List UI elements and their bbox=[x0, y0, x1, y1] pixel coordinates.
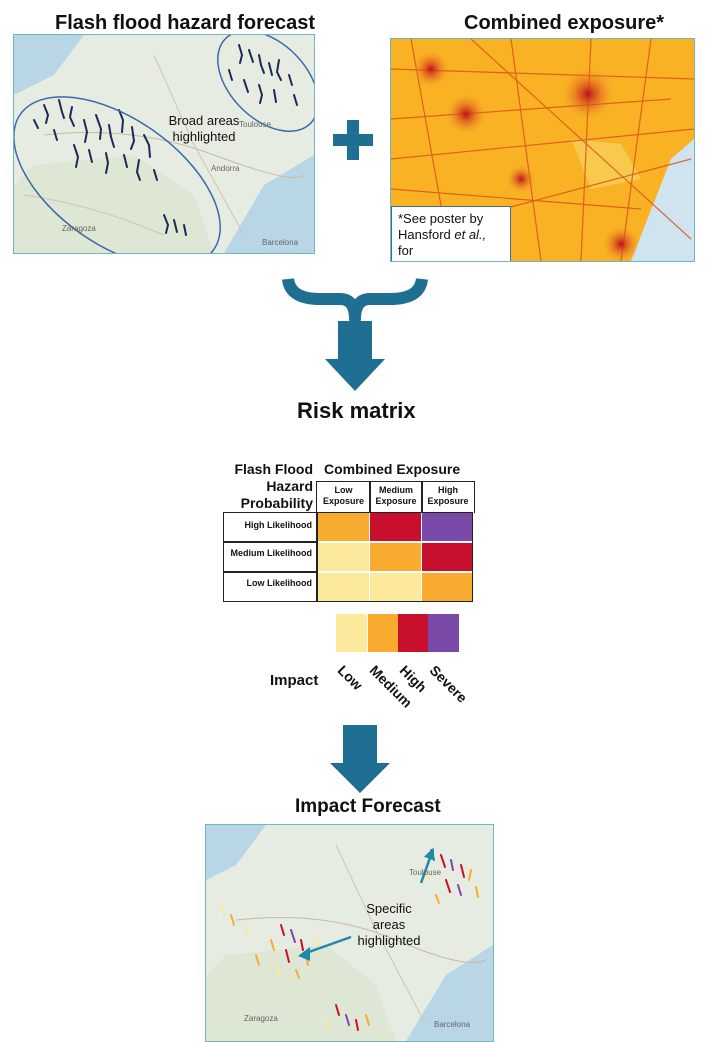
row-label-divider bbox=[316, 512, 318, 602]
place-andorra: Andorra bbox=[211, 164, 240, 173]
matrix-grid bbox=[223, 512, 473, 602]
matrix-cell bbox=[318, 573, 369, 601]
exposure-note: *See poster by Hansford et al., for meth… bbox=[391, 206, 511, 261]
matrix-cell bbox=[370, 543, 421, 571]
matrix-cell bbox=[370, 513, 421, 541]
brace-arrow-graphic bbox=[282, 277, 428, 391]
note-line-2: Hansford et al., for bbox=[398, 227, 487, 258]
legend-swatch-low bbox=[336, 614, 367, 652]
hazard-title: Flash flood hazard forecast bbox=[55, 12, 316, 34]
hazard-map: Toulouse Andorra Zaragoza Barcelona Broa… bbox=[13, 34, 315, 254]
matrix-cell bbox=[318, 513, 369, 541]
row-header: Flash Flood Hazard Probability bbox=[234, 461, 313, 511]
place-zaragoza: Zaragoza bbox=[62, 224, 96, 233]
matrix-cell bbox=[422, 543, 472, 571]
impact-title: Impact Forecast bbox=[295, 796, 441, 817]
exposure-title: Combined exposure* bbox=[464, 12, 665, 34]
row-low-likelihood: Low Likelihood bbox=[246, 578, 313, 588]
col-divider bbox=[421, 481, 423, 512]
col-divider bbox=[369, 481, 371, 512]
col-low-exposure: Low Exposure bbox=[322, 485, 364, 506]
exposure-map-graphic bbox=[391, 39, 694, 261]
exposure-map: *See poster by Hansford et al., for meth… bbox=[390, 38, 695, 262]
specific-areas-label: Specific areas highlighted bbox=[357, 901, 421, 948]
risk-matrix-title: Risk matrix bbox=[297, 398, 416, 423]
place-barcelona-impact: Barcelona bbox=[434, 1020, 471, 1029]
plus-icon bbox=[333, 120, 373, 160]
matrix-cell bbox=[318, 543, 369, 571]
hazard-map-graphic bbox=[14, 35, 314, 253]
col-header-box bbox=[316, 481, 475, 513]
place-toulouse-impact: Toulouse bbox=[409, 868, 442, 877]
legend-swatch-severe bbox=[428, 614, 459, 652]
legend-label-severe: Severe bbox=[426, 662, 471, 706]
legend-swatch-high bbox=[398, 614, 429, 652]
note-line-1: *See poster by bbox=[398, 211, 484, 226]
impact-map: Toulouse Zaragoza Barcelona Specific are… bbox=[205, 824, 494, 1042]
place-toulouse: Toulouse bbox=[239, 120, 272, 129]
legend-title: Impact bbox=[270, 672, 319, 689]
col-high-exposure: High Exposure bbox=[427, 485, 469, 506]
down-arrow-icon bbox=[330, 725, 390, 793]
broad-areas-label: Broad areas highlighted bbox=[168, 113, 240, 144]
col-header: Combined Exposure bbox=[324, 461, 461, 477]
row-medium-likelihood: Medium Likelihood bbox=[230, 548, 312, 558]
impact-map-graphic bbox=[206, 825, 493, 1041]
col-medium-exposure: Medium Exposure bbox=[375, 485, 417, 506]
matrix-cell bbox=[370, 573, 421, 601]
place-zaragoza-impact: Zaragoza bbox=[244, 1014, 278, 1023]
place-barcelona: Barcelona bbox=[262, 238, 299, 247]
row-divider bbox=[223, 571, 317, 573]
matrix-cell bbox=[422, 573, 472, 601]
note-line-3: methodology bbox=[398, 259, 504, 261]
row-high-likelihood: High Likelihood bbox=[244, 520, 313, 530]
matrix-cell bbox=[422, 513, 472, 541]
legend-label-low: Low bbox=[334, 662, 366, 694]
row-divider bbox=[223, 541, 317, 543]
legend-swatch-medium bbox=[368, 614, 399, 652]
